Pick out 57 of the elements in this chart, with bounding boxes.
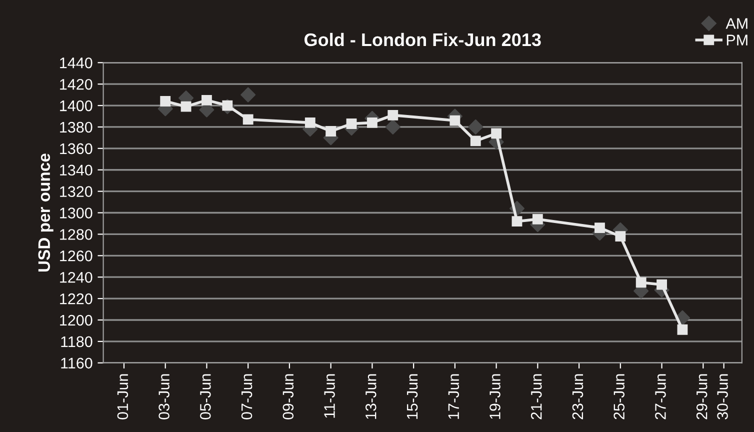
x-tick-label: 09-Jun	[282, 374, 294, 420]
x-tick-label: 29-Jun	[696, 374, 708, 420]
point	[304, 117, 316, 128]
point	[636, 277, 646, 288]
point	[240, 87, 256, 102]
point	[160, 96, 171, 106]
x-tick-label: 05-Jun	[200, 374, 211, 420]
legend-label: PM	[726, 34, 748, 46]
point	[366, 117, 378, 128]
point	[491, 128, 502, 139]
y-tick-label: 1340	[60, 164, 92, 176]
point	[677, 324, 688, 335]
y-tick-label: 1440	[60, 58, 92, 68]
x-tick-label: 11-Jun	[324, 374, 335, 418]
y-tick-label: 1300	[60, 208, 92, 218]
point	[385, 119, 400, 134]
x-tick-label: 30-Jun	[717, 374, 728, 420]
y-tick-label: 1360	[60, 143, 92, 154]
point	[388, 110, 398, 120]
x-tick-label: 17-Jun	[448, 374, 460, 419]
x-tick-label: 19-Jun	[490, 374, 500, 419]
y-axis-title: USD per ounce	[38, 154, 54, 272]
point	[532, 214, 543, 224]
y-tick-label: 1280	[60, 229, 92, 240]
x-tick-label: 07-Jun	[241, 374, 252, 420]
point	[470, 136, 481, 146]
y-tick-label: 1240	[60, 272, 92, 283]
point	[346, 118, 357, 129]
y-tick-label: 1420	[60, 78, 92, 90]
point	[202, 94, 212, 106]
x-tick-label: 03-Jun	[158, 374, 170, 420]
x-tick-label: 27-Jun	[655, 374, 666, 420]
point	[326, 126, 336, 136]
y-tick-label: 1180	[61, 336, 92, 348]
x-tick-label: 23-Jun	[572, 374, 584, 420]
point	[615, 231, 626, 242]
y-tick-label: 1400	[60, 100, 92, 112]
x-tick-label: 21-Jun	[530, 374, 542, 420]
point	[594, 222, 605, 233]
y-tick-label: 1160	[61, 358, 92, 369]
y-tick-label: 1320	[60, 186, 92, 197]
x-tick-label: 01-Jun	[117, 374, 128, 420]
point	[242, 114, 254, 125]
x-tick-label: 15-Jun	[407, 374, 418, 419]
y-tick-label: 1220	[60, 293, 92, 304]
point	[512, 216, 522, 227]
legend-label: AM	[726, 18, 748, 29]
x-tick-label: 13-Jun	[365, 374, 376, 419]
x-tick-label: 25-Jun	[614, 374, 625, 420]
chart-title: Gold - London Fix-Jun 2013	[304, 32, 541, 46]
point	[468, 119, 484, 134]
point	[450, 115, 460, 126]
point	[180, 101, 192, 112]
y-tick-label: 1260	[60, 250, 92, 262]
y-tick-label: 1380	[60, 122, 92, 133]
point	[656, 279, 667, 290]
y-tick-label: 1200	[60, 314, 92, 326]
